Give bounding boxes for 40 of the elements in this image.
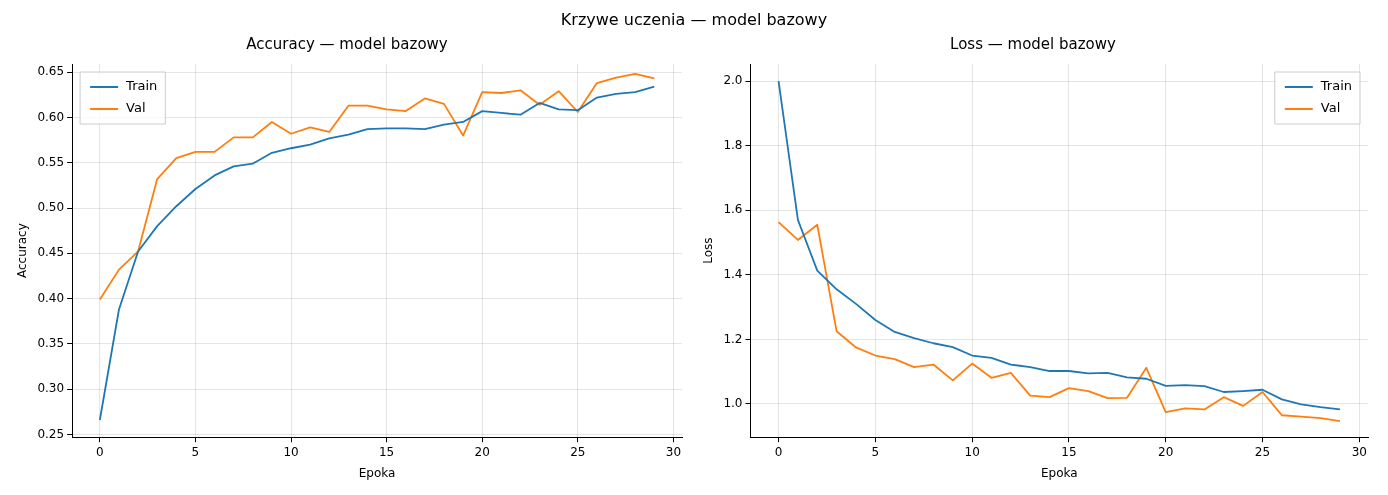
x-tick-label: 10 — [283, 444, 299, 459]
x-tick-label: 5 — [871, 444, 880, 459]
chart-title: Loss — model bazowy — [950, 34, 1117, 53]
text: Krzywe uczenia — model bazowy — [559, 9, 829, 31]
x-axis-title: Epoka — [1040, 465, 1078, 480]
y-tick-label: 0.60 — [37, 109, 65, 124]
legend-label: Train — [125, 78, 158, 94]
x-tick-label: 5 — [191, 444, 200, 459]
x-tick-label: 20 — [1158, 444, 1174, 459]
y-axis-title: Loss — [701, 237, 716, 264]
y-tick-label: 1.8 — [723, 137, 743, 152]
y-tick-label: 0.35 — [37, 336, 65, 351]
chart-title: Accuracy — model bazowy — [246, 34, 448, 53]
y-tick-label: 0.45 — [37, 245, 65, 260]
y-tick-label: 0.30 — [37, 381, 65, 396]
x-axis-title: Epoka — [358, 465, 396, 480]
x-tick-label: 30 — [665, 444, 682, 459]
x-tick-label: 25 — [570, 444, 586, 459]
y-tick-label: 1.4 — [723, 266, 743, 281]
y-tick-label: 1.6 — [723, 202, 743, 217]
x-tick-label: 15 — [378, 444, 395, 459]
y-tick-label: 0.55 — [37, 154, 65, 169]
y-tick-label: 0.65 — [37, 64, 65, 79]
y-axis-title: Accuracy — [15, 223, 30, 278]
x-tick-label: 10 — [964, 444, 980, 459]
x-tick-label: 0 — [96, 444, 104, 459]
x-tick-label: 20 — [474, 444, 490, 459]
y-tick-label: 0.50 — [37, 200, 65, 215]
legend-label: Val — [126, 100, 146, 116]
y-tick-label: 0.40 — [37, 290, 65, 305]
x-tick-label: 25 — [1254, 444, 1271, 459]
legend-label: Train — [1319, 78, 1353, 94]
legend-label: Val — [1320, 100, 1341, 116]
x-tick-label: 30 — [1351, 444, 1367, 459]
x-tick-label: 0 — [774, 444, 783, 459]
y-tick-label: 2.0 — [723, 73, 743, 88]
x-tick-label: 15 — [1061, 444, 1077, 459]
y-tick-label: 1.2 — [723, 331, 743, 346]
y-tick-label: 1.0 — [723, 396, 743, 411]
y-tick-label: 0.25 — [37, 426, 65, 441]
